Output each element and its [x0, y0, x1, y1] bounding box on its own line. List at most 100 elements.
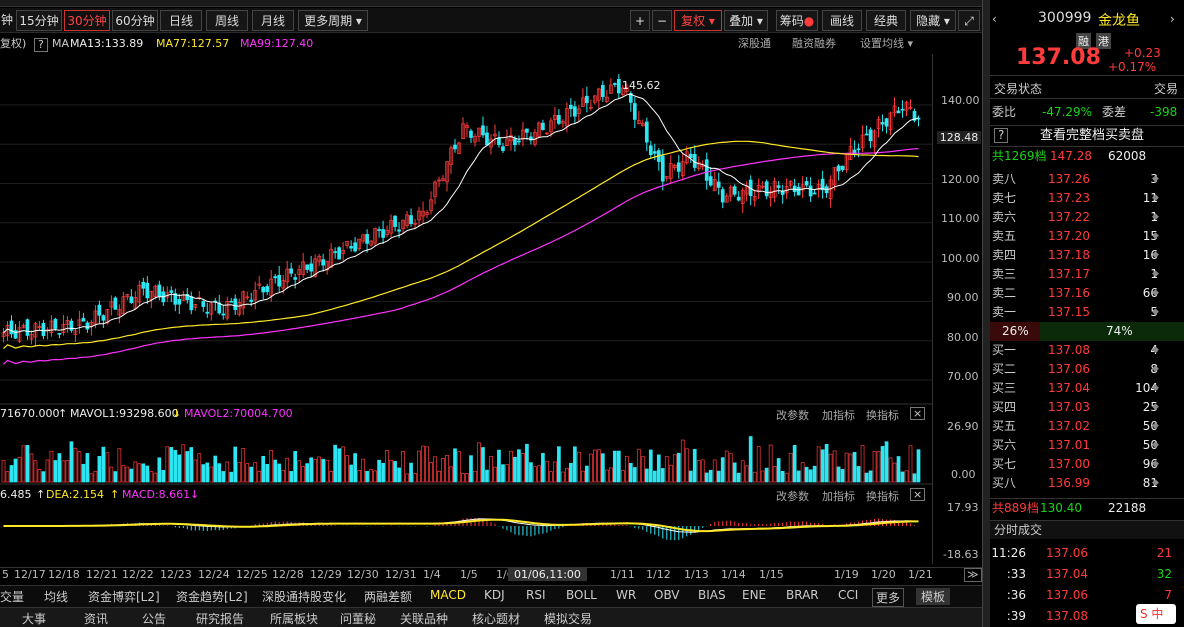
volume-bar — [397, 467, 401, 483]
tab-ene[interactable]: ENE — [742, 588, 767, 602]
vol-edit-params[interactable]: 改参数 — [776, 409, 809, 422]
ask-price[interactable]: 137.18 — [1048, 248, 1090, 262]
tab-volume[interactable]: 交量 — [0, 590, 25, 604]
period-15min[interactable]: 15分钟 — [16, 10, 62, 31]
candle — [93, 310, 98, 325]
macd-close-icon[interactable]: × — [910, 488, 926, 501]
zoom-in-button[interactable]: + — [630, 10, 650, 31]
bid-price[interactable]: 137.04 — [1048, 381, 1090, 395]
classic-button[interactable]: 经典 — [866, 10, 906, 31]
candle — [672, 164, 677, 168]
btab-sector[interactable]: 所属板块 — [270, 612, 319, 626]
tab-fund-game[interactable]: 资金博弈[L2] — [88, 590, 160, 604]
ask-price[interactable]: 137.15 — [1048, 305, 1090, 319]
tab-cci[interactable]: CCI — [838, 588, 859, 602]
tab-boll[interactable]: BOLL — [566, 588, 597, 602]
help-icon[interactable]: ? — [34, 38, 48, 52]
bid-price[interactable]: 137.08 — [1048, 343, 1090, 357]
bid-price[interactable]: 136.99 — [1048, 476, 1090, 490]
bid-price[interactable]: 137.02 — [1048, 419, 1090, 433]
link-margin[interactable]: 融资融券 — [792, 37, 836, 50]
btab-related[interactable]: 关联品种 — [400, 612, 449, 626]
volume-bar — [708, 469, 713, 483]
bid-price[interactable]: 137.01 — [1048, 438, 1090, 452]
overlay-dropdown[interactable]: 叠加 ▾ — [724, 10, 768, 31]
tab-sz-connect[interactable]: 深股通持股变化 — [262, 590, 347, 604]
candle — [768, 190, 773, 199]
volume-bar — [652, 470, 657, 483]
draw-line-button[interactable]: 画线 — [822, 10, 862, 31]
period-day[interactable]: 日线 — [160, 10, 202, 31]
tab-obv[interactable]: OBV — [654, 588, 680, 602]
ask-price[interactable]: 137.23 — [1048, 191, 1090, 205]
period-30min[interactable]: 30分钟 — [64, 10, 110, 31]
kline-chart[interactable]: 145.62 — [0, 54, 932, 567]
btab-announce[interactable]: 公告 — [142, 612, 167, 626]
volume-bar — [900, 471, 905, 483]
macd-edit-params[interactable]: 改参数 — [776, 490, 809, 503]
period-week[interactable]: 周线 — [206, 10, 248, 31]
tab-bias[interactable]: BIAS — [698, 588, 726, 602]
adjust-dropdown[interactable]: 复权 ▾ — [674, 10, 722, 31]
tab-macd[interactable]: MACD — [430, 588, 466, 602]
hide-dropdown[interactable]: 隐藏 ▾ — [910, 10, 956, 31]
period-month[interactable]: 月线 — [252, 10, 294, 31]
btab-events[interactable]: 大事 — [22, 612, 47, 626]
ask-price[interactable]: 137.16 — [1048, 286, 1090, 300]
link-ma-settings[interactable]: 设置均线 ▾ — [860, 37, 914, 50]
tab-margin-diff[interactable]: 两融差额 — [364, 590, 413, 604]
link-shenzhen-connect[interactable]: 深股通 — [738, 37, 771, 50]
btab-themes[interactable]: 核心题材 — [472, 612, 521, 626]
ask-price[interactable]: 137.26 — [1048, 172, 1090, 186]
sell-total-row: 共1269档 147.28 62008 — [990, 146, 1184, 165]
tab-template[interactable]: 模板 — [916, 588, 951, 605]
volume-bar — [604, 469, 609, 483]
period-1min[interactable]: 钟 — [0, 13, 13, 27]
tab-fund-trend[interactable]: 资金趋势[L2] — [176, 590, 248, 604]
full-book-link[interactable]: 查看完整档买卖盘 — [1040, 128, 1145, 143]
full-book-row[interactable]: ? 查看完整档买卖盘 — [990, 125, 1184, 144]
bid-price[interactable]: 137.00 — [1048, 457, 1090, 471]
period-60min[interactable]: 60分钟 — [112, 10, 158, 31]
btab-ask-secretary[interactable]: 问董秘 — [340, 612, 377, 626]
btab-research[interactable]: 研究报告 — [196, 612, 245, 626]
tab-ma[interactable]: 均线 — [44, 590, 69, 604]
tab-wr[interactable]: WR — [616, 588, 637, 602]
tab-brar[interactable]: BRAR — [786, 588, 819, 602]
vol-add-indicator[interactable]: 加指标 — [822, 409, 855, 422]
macd-add-indicator[interactable]: 加指标 — [822, 490, 855, 503]
candle — [357, 238, 361, 249]
tab-more[interactable]: 更多 — [872, 588, 905, 607]
prev-stock-icon[interactable]: ‹ — [992, 12, 997, 26]
volume-bar — [852, 452, 857, 483]
btab-news[interactable]: 资讯 — [84, 612, 109, 626]
bid-price[interactable]: 137.03 — [1048, 400, 1090, 414]
next-stock-icon[interactable]: › — [1170, 12, 1175, 26]
btab-sim-trade[interactable]: 模拟交易 — [544, 612, 593, 626]
ask-price[interactable]: 137.22 — [1048, 210, 1090, 224]
zoom-out-button[interactable]: − — [652, 10, 672, 31]
candle — [13, 330, 18, 339]
ask-price[interactable]: 137.17 — [1048, 267, 1090, 281]
bid-level-label: 买一 — [992, 343, 1017, 357]
ask-price[interactable]: 137.20 — [1048, 229, 1090, 243]
ask-volume: 66 — [1142, 286, 1158, 300]
fullscreen-icon[interactable]: ⤢ — [958, 10, 980, 31]
tab-kdj[interactable]: KDJ — [484, 588, 505, 602]
bid-price[interactable]: 137.06 — [1048, 362, 1090, 376]
vol-change-indicator[interactable]: 换指标 — [866, 409, 899, 422]
candle — [49, 320, 54, 334]
ime-icon[interactable]: S 中 — [1136, 604, 1176, 624]
question-icon[interactable]: ? — [994, 128, 1009, 143]
panel-splitter[interactable] — [982, 0, 990, 627]
period-more-dropdown[interactable]: 更多周期 ▾ — [298, 10, 368, 31]
macd-change-indicator[interactable]: 换指标 — [866, 490, 899, 503]
tab-rsi[interactable]: RSI — [526, 588, 546, 602]
volume-bar — [421, 445, 425, 483]
vol-close-icon[interactable]: × — [910, 407, 926, 420]
current-price-tag: 128.48 — [937, 131, 981, 144]
candle — [756, 184, 761, 193]
scroll-right-icon[interactable]: ≫ — [964, 568, 982, 582]
chip-button[interactable]: 筹码● — [776, 10, 818, 31]
bid-level-label: 买二 — [992, 362, 1017, 376]
